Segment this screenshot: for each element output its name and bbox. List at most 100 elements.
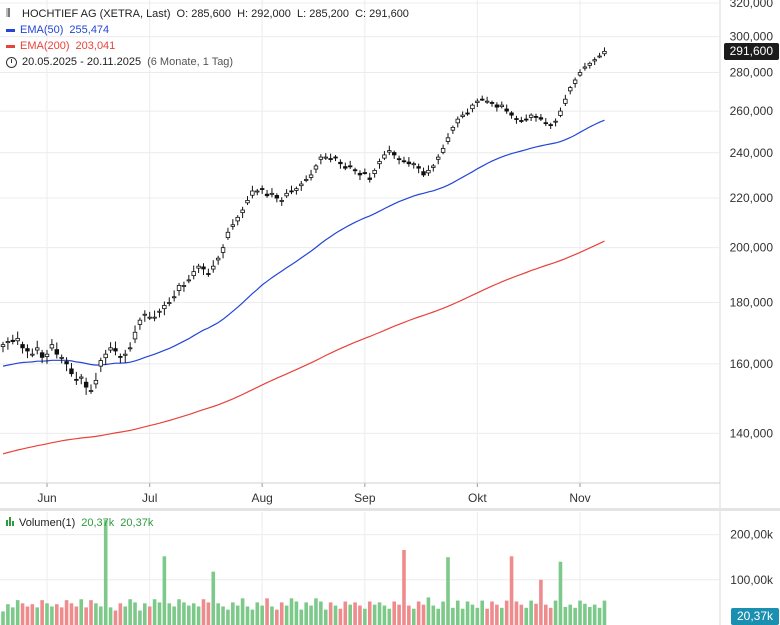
candle-up: [455, 118, 460, 124]
volume-bar: [284, 605, 289, 625]
candle-up: [294, 188, 299, 191]
candle-up: [108, 347, 113, 351]
candle-down: [118, 356, 123, 358]
x-tick-label: Sep: [354, 491, 376, 505]
candle-down: [538, 117, 544, 120]
volume-bar: [108, 607, 113, 625]
pane-separator[interactable]: [0, 508, 780, 511]
candle-up: [499, 104, 504, 108]
candle-up: [240, 209, 245, 213]
candle-up: [176, 285, 182, 291]
candle-down: [524, 118, 529, 121]
volume-bar: [460, 608, 465, 625]
volume-bar: [240, 598, 245, 625]
volume-bar: [221, 606, 225, 625]
candle-up: [235, 216, 240, 222]
volume-bar: [309, 605, 313, 625]
candle-down: [465, 112, 470, 115]
volume-bar: [20, 603, 25, 625]
volume-value-1: 20,37k: [81, 517, 115, 529]
volume-bar: [592, 604, 597, 625]
legend-ema200-row[interactable]: EMA(200) 203,041: [6, 38, 409, 54]
candle-up: [577, 72, 583, 76]
candle-up: [387, 150, 392, 153]
candle-down: [343, 166, 348, 169]
y-tick-label: 140,000: [730, 426, 774, 440]
candle-up: [377, 161, 382, 165]
candle-down: [396, 158, 402, 161]
ema200-label: EMA(200): [20, 40, 70, 52]
volume-bar: [421, 604, 426, 625]
volume-bar: [382, 605, 387, 625]
y-tick-label: 260,000: [730, 104, 774, 118]
candle-up: [597, 55, 602, 58]
volume-bar: [583, 603, 587, 625]
candle-up: [563, 98, 568, 104]
volume-bar: [377, 602, 382, 625]
legend-ema50-row[interactable]: EMA(50) 255,474: [6, 22, 409, 38]
candle-up: [127, 347, 133, 350]
volume-bar: [123, 606, 128, 625]
volume-bar: [128, 599, 132, 625]
candle-up: [59, 356, 64, 359]
volume-bar: [436, 608, 441, 625]
x-tick-label: Okt: [468, 491, 487, 505]
candle-down: [543, 122, 548, 125]
volume-bar: [231, 602, 235, 625]
candle-up: [587, 62, 592, 66]
candle-down: [206, 273, 211, 275]
volume-tick-label: 100,00k: [730, 573, 774, 587]
candle-down: [333, 156, 338, 159]
instrument-title: HOCHTIEF AG (XETRA, Last): [22, 8, 171, 20]
x-tick-label: Jul: [142, 491, 157, 505]
candle-up: [445, 137, 451, 142]
volume-bar: [74, 606, 79, 625]
candle-up: [303, 179, 309, 181]
y-tick-label: 220,000: [730, 191, 774, 205]
volume-bar: [64, 600, 69, 625]
volume-bar: [40, 600, 44, 625]
candle-up: [568, 87, 573, 92]
volume-bar: [470, 604, 475, 625]
volume-bar: [524, 607, 529, 625]
candle-up: [450, 126, 456, 131]
volume-bar: [363, 608, 367, 625]
volume-bar: [588, 606, 592, 625]
volume-bar: [177, 599, 181, 625]
volume-bar: [143, 603, 147, 625]
candle-up: [196, 265, 201, 269]
candle-down: [514, 118, 519, 120]
volume-bar: [431, 605, 436, 625]
candle-down: [494, 104, 500, 108]
volume-bar: [79, 599, 84, 625]
volume-bar: [367, 601, 372, 625]
volume-bar: [89, 600, 93, 625]
volume-bar: [147, 606, 152, 625]
volume-bar: [568, 604, 573, 625]
candle-up: [181, 285, 187, 287]
volume-bar: [558, 561, 563, 625]
candle-down: [401, 160, 407, 163]
candle-up: [411, 163, 416, 166]
candle-down: [347, 165, 353, 168]
ema50-line: [2, 119, 605, 367]
candle-up: [132, 331, 138, 340]
candle-up: [440, 148, 446, 153]
candle-up: [323, 156, 328, 159]
candle-up: [30, 353, 35, 356]
ema50-label: EMA(50): [20, 24, 64, 36]
volume-bar: [509, 556, 514, 625]
volume-bar: [25, 606, 30, 625]
volume-bar: [201, 599, 206, 625]
chart-legend: ⫼ HOCHTIEF AG (XETRA, Last) O: 285,600 H…: [6, 6, 409, 70]
period-label: (6 Monate, 1 Tag): [147, 56, 234, 68]
volume-bar: [294, 601, 299, 625]
volume-bar: [539, 579, 543, 625]
volume-bar: [191, 603, 196, 625]
y-tick-label: 280,000: [730, 66, 774, 80]
candle-up: [162, 305, 167, 310]
volume-bar: [578, 600, 582, 625]
candle-up: [230, 224, 236, 227]
